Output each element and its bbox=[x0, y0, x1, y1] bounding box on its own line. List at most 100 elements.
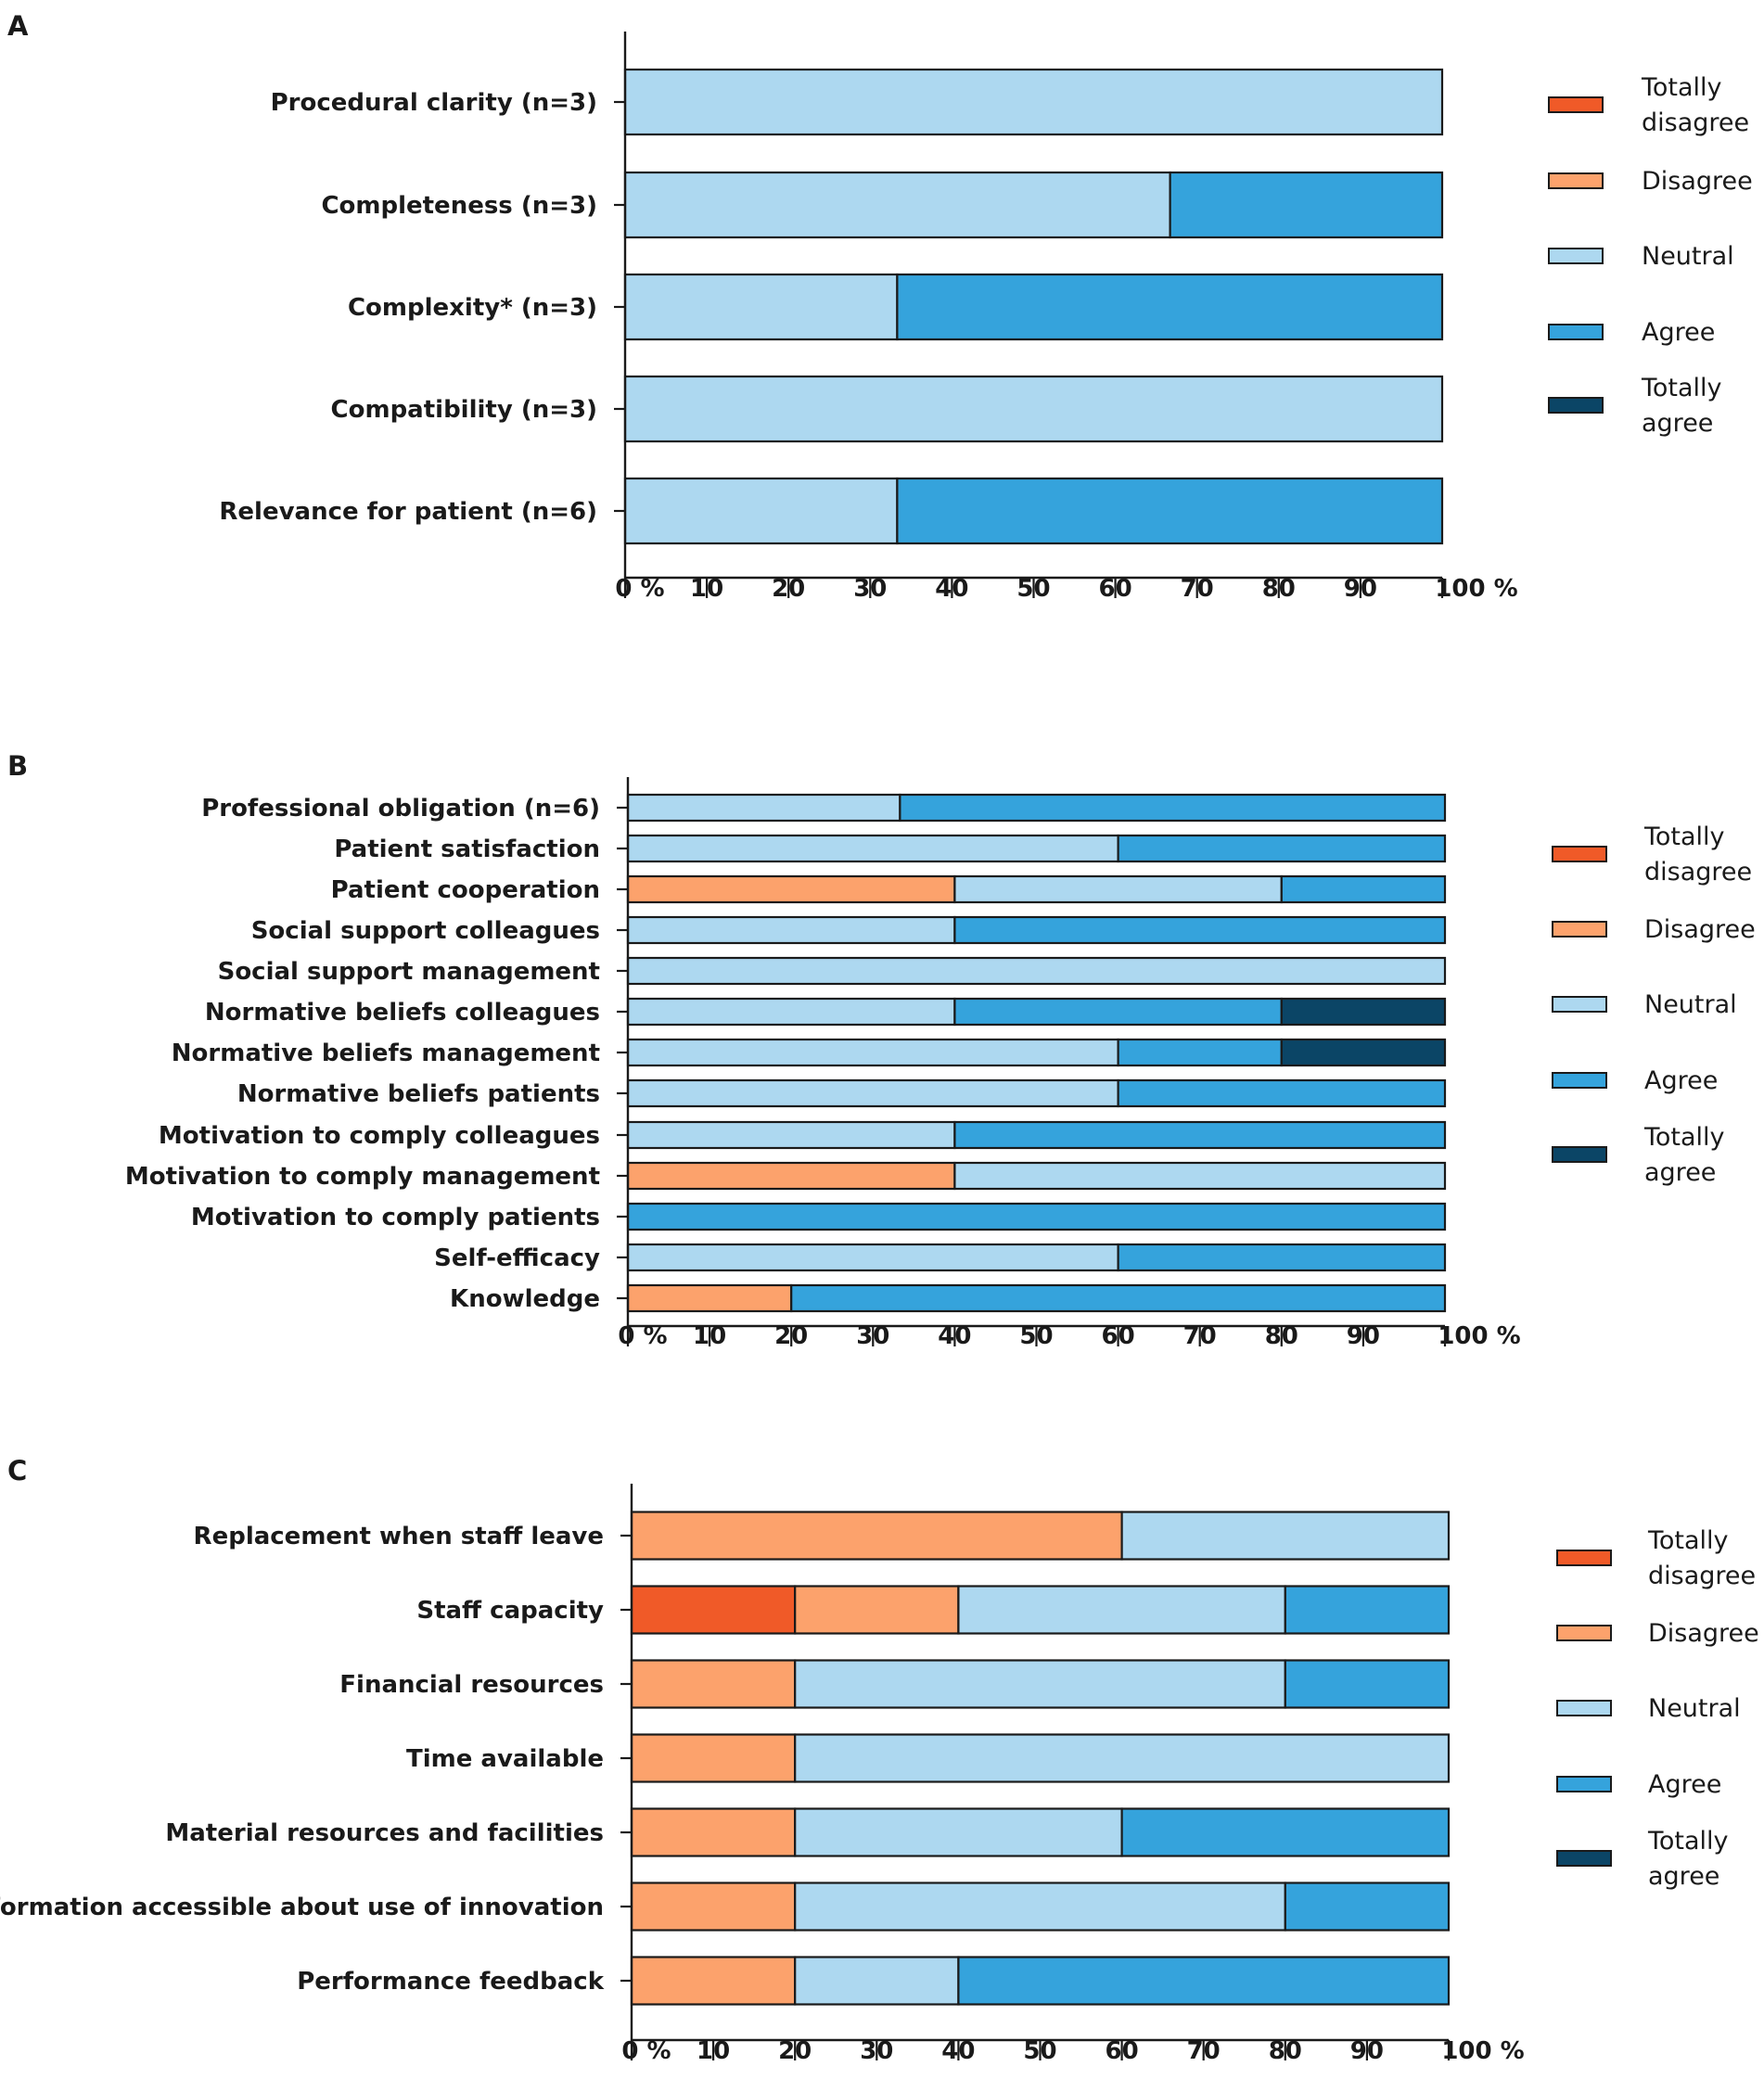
bar-normative-beliefs-management-totally-agree bbox=[1280, 1038, 1447, 1067]
legend-swatch-totally-disagree bbox=[1552, 846, 1607, 862]
bar-relevance-for-patient-n-6-agree bbox=[896, 477, 1444, 545]
bar-material-resources-and-facilities-agree bbox=[1120, 1807, 1451, 1857]
category-label-patient-cooperation: Patient cooperation bbox=[331, 876, 600, 904]
bar-professional-obligation-n-6-neutral bbox=[626, 793, 901, 823]
bar-completeness-n-3-agree bbox=[1169, 171, 1444, 239]
category-label-self-efficacy: Self-efficacy bbox=[434, 1244, 600, 1272]
x-tick-label: 80 bbox=[1265, 1322, 1298, 1350]
legend-item-disagree: Disagree bbox=[1548, 167, 1753, 196]
category-label-professional-obligation-n-6: Professional obligation (n=6) bbox=[201, 795, 600, 823]
legend-item-neutral: Neutral bbox=[1556, 1694, 1741, 1723]
bar-performance-feedback-agree bbox=[957, 1956, 1451, 2006]
x-tick-label: 20 bbox=[778, 2037, 812, 2065]
legend-swatch-totally-agree bbox=[1548, 397, 1604, 414]
x-tick-label: 100 % bbox=[1441, 2037, 1524, 2065]
x-tick-label: 60 bbox=[1106, 2037, 1139, 2065]
legend-item-totally-agree: Totally agree bbox=[1552, 1123, 1725, 1187]
panel-b-letter: B bbox=[7, 750, 28, 782]
legend-swatch-agree bbox=[1552, 1072, 1607, 1089]
x-tick-label: 30 bbox=[860, 2037, 893, 2065]
category-label-knowledge: Knowledge bbox=[450, 1285, 600, 1313]
legend-swatch-disagree bbox=[1552, 921, 1607, 938]
bar-completeness-n-3-neutral bbox=[623, 171, 1171, 239]
bar-social-support-management-neutral bbox=[626, 956, 1447, 986]
legend-label: Totally bbox=[1647, 1827, 1729, 1856]
x-tick-label: 0 % bbox=[621, 2037, 671, 2065]
legend-label: disagree bbox=[1648, 1562, 1756, 1590]
category-label-information-accessible-about-use-of-innovation: Information accessible about use of inno… bbox=[0, 1894, 604, 1921]
legend-item-neutral: Neutral bbox=[1552, 990, 1737, 1019]
x-tick-label: 90 bbox=[1350, 2037, 1384, 2065]
legend-label: agree bbox=[1642, 409, 1713, 438]
legend-swatch-agree bbox=[1556, 1776, 1612, 1792]
bar-information-accessible-about-use-of-innovation-neutral bbox=[794, 1882, 1286, 1932]
category-label-motivation-to-comply-patients: Motivation to comply patients bbox=[191, 1204, 600, 1231]
x-tick-label: 80 bbox=[1269, 2037, 1302, 2065]
x-tick-label: 30 bbox=[856, 1322, 889, 1350]
bar-patient-cooperation-disagree bbox=[626, 874, 956, 904]
x-tick-label: 0 % bbox=[615, 575, 664, 603]
category-label-performance-feedback: Performance feedback bbox=[297, 1968, 605, 1996]
x-tick-label: 0 % bbox=[618, 1322, 667, 1350]
x-tick-label: 50 bbox=[1016, 575, 1050, 603]
legend-label: Neutral bbox=[1648, 1694, 1741, 1723]
category-label-patient-satisfaction: Patient satisfaction bbox=[334, 836, 600, 863]
bar-normative-beliefs-colleagues-agree bbox=[953, 997, 1283, 1027]
bar-time-available-disagree bbox=[630, 1733, 797, 1783]
legend-label: Agree bbox=[1644, 1066, 1718, 1095]
panel-b: B Professional obligation (n=6) Patient sa… bbox=[7, 750, 1756, 1350]
bar-patient-satisfaction-neutral bbox=[626, 834, 1119, 863]
category-label-material-resources-and-facilities: Material resources and facilities bbox=[165, 1819, 604, 1847]
x-tick-label: 50 bbox=[1019, 1322, 1053, 1350]
legend-label: Totally bbox=[1641, 374, 1722, 402]
bar-social-support-colleagues-neutral bbox=[626, 915, 956, 945]
legend-item-agree: Agree bbox=[1556, 1770, 1721, 1799]
x-tick-label: 10 bbox=[697, 2037, 730, 2065]
legend-swatch-totally-disagree bbox=[1556, 1550, 1612, 1566]
legend-swatch-neutral bbox=[1552, 996, 1607, 1013]
bar-normative-beliefs-management-neutral bbox=[626, 1038, 1119, 1067]
legend-label: Agree bbox=[1648, 1770, 1721, 1799]
bar-self-efficacy-neutral bbox=[626, 1243, 1119, 1272]
bar-knowledge-disagree bbox=[626, 1283, 793, 1313]
bar-staff-capacity-neutral bbox=[957, 1585, 1286, 1635]
x-tick-label: 100 % bbox=[1435, 575, 1517, 603]
x-tick-label: 40 bbox=[941, 2037, 975, 2065]
x-tick-label: 20 bbox=[774, 1322, 808, 1350]
legend-label: Totally bbox=[1643, 823, 1725, 851]
bar-information-accessible-about-use-of-innovation-disagree bbox=[630, 1882, 797, 1932]
bar-motivation-to-comply-management-neutral bbox=[953, 1161, 1447, 1191]
bar-financial-resources-agree bbox=[1284, 1659, 1451, 1709]
category-label-normative-beliefs-management: Normative beliefs management bbox=[172, 1040, 600, 1067]
category-label-relevance-for-patient-n-6: Relevance for patient (n=6) bbox=[219, 498, 597, 526]
bar-social-support-colleagues-agree bbox=[953, 915, 1447, 945]
x-tick-label: 90 bbox=[1344, 575, 1377, 603]
category-label-motivation-to-comply-colleagues: Motivation to comply colleagues bbox=[159, 1122, 600, 1150]
bar-performance-feedback-disagree bbox=[630, 1956, 797, 2006]
bar-replacement-when-staff-leave-disagree bbox=[630, 1511, 1123, 1561]
x-tick-label: 40 bbox=[938, 1322, 971, 1350]
panel-a: A Procedural clarity (n=3) Completeness (n… bbox=[7, 10, 1753, 603]
bar-procedural-clarity-n-3-neutral bbox=[623, 68, 1444, 136]
bar-motivation-to-comply-management-disagree bbox=[626, 1161, 956, 1191]
legend-label: Neutral bbox=[1644, 990, 1737, 1019]
bar-motivation-to-comply-colleagues-neutral bbox=[626, 1120, 956, 1150]
bar-patient-cooperation-neutral bbox=[953, 874, 1283, 904]
bar-knowledge-agree bbox=[790, 1283, 1447, 1313]
panel-c: C Replacement when staff leave Staff capac… bbox=[0, 1455, 1759, 2065]
category-label-replacement-when-staff-leave: Replacement when staff leave bbox=[194, 1523, 604, 1550]
category-label-motivation-to-comply-management: Motivation to comply management bbox=[125, 1163, 600, 1191]
bar-normative-beliefs-management-agree bbox=[1117, 1038, 1283, 1067]
bar-patient-cooperation-agree bbox=[1280, 874, 1447, 904]
category-label-normative-beliefs-patients: Normative beliefs patients bbox=[237, 1080, 600, 1108]
x-tick-label: 70 bbox=[1187, 2037, 1221, 2065]
x-tick-label: 70 bbox=[1181, 575, 1214, 603]
legend-item-totally-disagree: Totally disagree bbox=[1556, 1526, 1756, 1590]
x-tick-label: 50 bbox=[1023, 2037, 1056, 2065]
legend-label: Agree bbox=[1642, 318, 1715, 347]
category-label-compatibility-n-3: Compatibility (n=3) bbox=[331, 396, 597, 424]
bar-patient-satisfaction-agree bbox=[1117, 834, 1447, 863]
bar-financial-resources-disagree bbox=[630, 1659, 797, 1709]
x-tick-label: 100 % bbox=[1438, 1322, 1520, 1350]
category-label-procedural-clarity-n-3: Procedural clarity (n=3) bbox=[271, 89, 597, 117]
